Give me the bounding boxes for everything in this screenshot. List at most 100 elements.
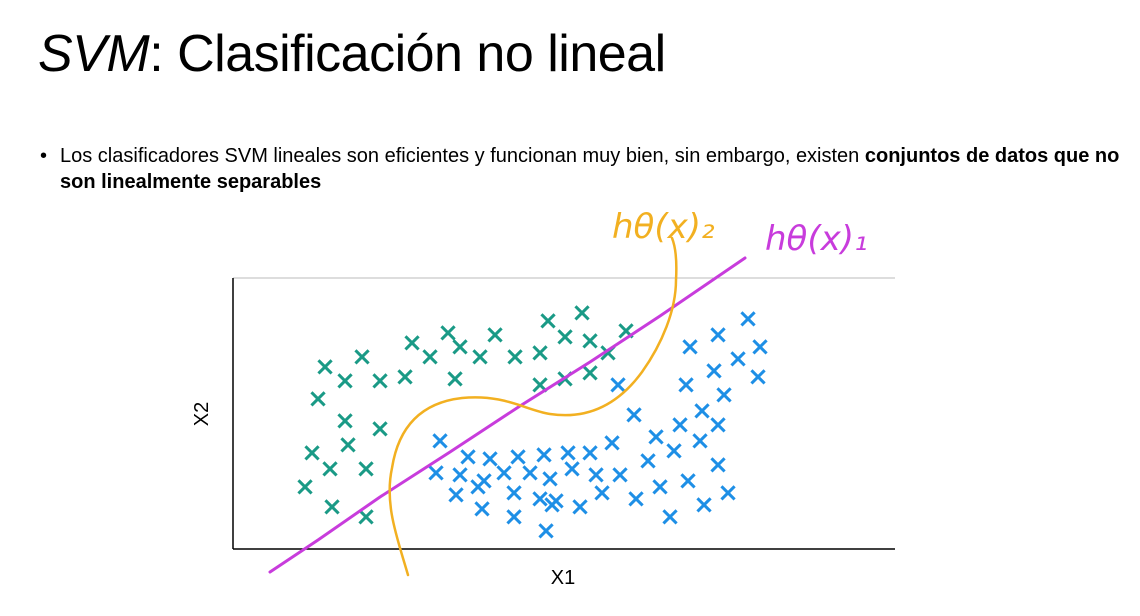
blue-marker-18: ×: [507, 442, 529, 472]
blue-marker-32: ×: [663, 436, 685, 466]
green-marker-23: ×: [579, 358, 601, 388]
nonlinear-boundary-curve: [388, 236, 678, 577]
green-marker-26: ×: [369, 414, 391, 444]
blue-marker-20: ×: [457, 442, 479, 472]
bullet-text-regular: Los clasificadores SVM lineales son efic…: [60, 145, 865, 167]
green-marker-32: ×: [321, 492, 343, 522]
linear-boundary-annotation: hθ(x)₁: [765, 219, 868, 259]
bullet-text-bold: conjuntos de datos que no son linealment…: [60, 145, 1120, 193]
blue-marker-41: ×: [591, 478, 613, 508]
blue-marker-45: ×: [707, 450, 729, 480]
blue-marker-19: ×: [479, 444, 501, 474]
blue-marker-43: ×: [649, 472, 671, 502]
blue-marker-23: ×: [449, 460, 471, 490]
blue-marker-46: ×: [471, 494, 493, 524]
green-marker-19: ×: [615, 316, 637, 346]
blue-marker-33: ×: [689, 426, 711, 456]
green-marker-17: ×: [579, 326, 601, 356]
y-axis-label: X2: [191, 402, 213, 426]
blue-marker-35: ×: [445, 480, 467, 510]
blue-marker-4: ×: [749, 332, 771, 362]
green-marker-22: ×: [554, 364, 576, 394]
green-marker-2: ×: [334, 366, 356, 396]
blue-marker-51: ×: [693, 490, 715, 520]
bullet-marker: •: [40, 145, 48, 167]
green-marker-11: ×: [484, 320, 506, 350]
blue-marker-30: ×: [609, 460, 631, 490]
green-marker-25: ×: [334, 406, 356, 436]
blue-marker-26: ×: [519, 458, 541, 488]
green-marker-31: ×: [294, 472, 316, 502]
blue-marker-37: ×: [503, 478, 525, 508]
blue-marker-17: ×: [533, 440, 555, 470]
green-marker-4: ×: [369, 366, 391, 396]
blue-marker-34: ×: [707, 410, 729, 440]
title-rest: : Clasificación no lineal: [149, 25, 666, 83]
blue-marker-50: ×: [659, 502, 681, 532]
blue-marker-3: ×: [737, 304, 759, 334]
blue-marker-1: ×: [679, 332, 701, 362]
green-marker-33: ×: [355, 502, 377, 532]
green-marker-27: ×: [301, 438, 323, 468]
blue-marker-47: ×: [503, 502, 525, 532]
blue-marker-9: ×: [713, 380, 735, 410]
green-marker-9: ×: [449, 332, 471, 362]
blue-marker-52: ×: [717, 478, 739, 508]
blue-marker-14: ×: [601, 428, 623, 458]
green-marker-8: ×: [437, 318, 459, 348]
blue-marker-31: ×: [637, 446, 659, 476]
green-marker-12: ×: [504, 342, 526, 372]
green-marker-20: ×: [444, 364, 466, 394]
blue-marker-8: ×: [747, 362, 769, 392]
green-marker-13: ×: [529, 338, 551, 368]
green-marker-28: ×: [319, 454, 341, 484]
blue-marker-27: ×: [539, 464, 561, 494]
slide-title: SVM: Clasificación no lineal: [38, 22, 666, 86]
class-blue-markers: × ×××××× ××××××××××××××× × ×× ×× × × × × × ××× × × ×× ×…: [425, 304, 771, 546]
green-marker-24: ×: [307, 384, 329, 414]
blue-marker-28: ×: [561, 454, 583, 484]
blue-marker-2: ×: [707, 320, 729, 350]
blue-marker-42: ×: [625, 484, 647, 514]
blue-marker-5: ×: [727, 344, 749, 374]
blue-marker-29: ×: [585, 460, 607, 490]
x-axis-label: X1: [551, 567, 575, 589]
blue-marker-24: ×: [473, 466, 495, 496]
blue-marker-25: ×: [493, 458, 515, 488]
green-marker-18: ×: [597, 338, 619, 368]
linear-boundary-line: [268, 256, 747, 574]
green-marker-29: ×: [337, 430, 359, 460]
blue-marker-48: ×: [535, 516, 557, 546]
green-marker-1: ×: [314, 352, 336, 382]
nonlinear-boundary-annotation: hθ(x)₂: [612, 207, 715, 247]
blue-marker-12: ×: [645, 422, 667, 452]
green-marker-10: ×: [469, 342, 491, 372]
blue-marker-22: ×: [425, 458, 447, 488]
green-marker-21: ×: [529, 370, 551, 400]
green-marker-15: ×: [554, 322, 576, 352]
blue-marker-6: ×: [703, 356, 725, 386]
blue-marker-16: ×: [557, 438, 579, 468]
green-marker-14: ×: [537, 306, 559, 336]
bullet-text: Los clasificadores SVM lineales son efic…: [60, 143, 1120, 195]
blue-marker-15: ×: [579, 438, 601, 468]
blue-marker-10: ×: [691, 396, 713, 426]
bullet-item: • Los clasificadores SVM lineales son ef…: [40, 143, 1120, 195]
green-marker-3: ×: [351, 342, 373, 372]
blue-marker-11: ×: [669, 410, 691, 440]
blue-marker-36: ×: [467, 472, 489, 502]
green-marker-5: ×: [394, 362, 416, 392]
blue-marker-53: ×: [607, 370, 629, 400]
green-marker-7: ×: [419, 342, 441, 372]
class-green-markers: ×××× ×××××××× ×××××××× × × ××× ××××××× ×: [294, 298, 637, 532]
blue-marker-13: ×: [623, 400, 645, 430]
green-marker-6: ×: [401, 328, 423, 358]
green-marker-16: ×: [571, 298, 593, 328]
green-marker-30: ×: [355, 454, 377, 484]
blue-marker-38: ×: [529, 484, 551, 514]
blue-marker-39: ×: [545, 486, 567, 516]
title-svm: SVM: [38, 25, 150, 83]
blue-marker-40: ×: [569, 492, 591, 522]
blue-marker-21: ×: [429, 426, 451, 456]
